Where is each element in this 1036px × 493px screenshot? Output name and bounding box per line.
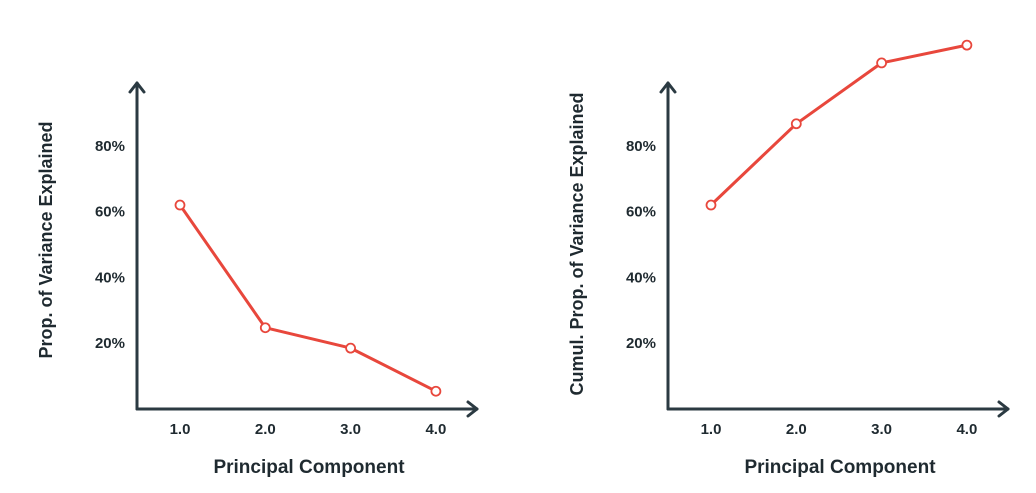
y-tick-label-right: 40% — [626, 269, 656, 286]
x-axis-label-right: Principal Component — [744, 457, 936, 478]
x-axis-arrow-right — [997, 400, 1010, 418]
x-axis-arrow-left — [466, 400, 479, 418]
x-tick-label-right: 1.0 — [701, 421, 722, 438]
y-tick-label-left: 40% — [95, 269, 125, 286]
y-axis-arrow-left — [128, 81, 146, 94]
data-point-right — [876, 57, 887, 69]
chart-left: Prop. of Variance Explained Principal Co… — [36, 81, 479, 478]
data-point-left — [345, 342, 357, 354]
chart-right: Cumul. Prop. of Variance Explained Princ… — [567, 39, 1010, 478]
y-axis-label-right: Cumul. Prop. of Variance Explained — [567, 92, 587, 395]
y-tick-label-left: 20% — [95, 335, 125, 352]
y-axis-arrow-right — [659, 81, 677, 94]
y-tick-label-left: 80% — [95, 138, 125, 155]
y-tick-label-right: 60% — [626, 204, 656, 221]
x-tick-label-right: 4.0 — [956, 421, 977, 438]
x-tick-label-left: 3.0 — [340, 421, 361, 438]
data-point-right — [705, 199, 717, 211]
y-tick-label-right: 80% — [626, 138, 656, 155]
y-tick-label-left: 60% — [95, 204, 125, 221]
x-tick-label-right: 2.0 — [786, 421, 807, 438]
plot-area-right: 20% 40% 60% 80% 1.0 2.0 3.0 4.0 — [626, 39, 977, 438]
series-line-left — [178, 203, 438, 393]
x-axis-label-left: Principal Component — [213, 457, 405, 478]
data-point-left — [259, 322, 271, 334]
series-line-right — [709, 43, 969, 207]
data-point-right — [961, 39, 973, 51]
y-axis-label-left: Prop. of Variance Explained — [36, 121, 56, 358]
data-point-left — [174, 199, 186, 211]
plot-area-left: 20% 40% 60% 80% 1.0 2.0 3.0 4.0 — [95, 138, 446, 438]
data-point-left — [430, 385, 442, 397]
data-point-right — [790, 118, 802, 130]
x-tick-label-right: 3.0 — [871, 421, 892, 438]
x-tick-label-left: 1.0 — [170, 421, 191, 438]
x-tick-label-left: 2.0 — [255, 421, 276, 438]
y-tick-label-right: 20% — [626, 335, 656, 352]
x-tick-label-left: 4.0 — [425, 421, 446, 438]
